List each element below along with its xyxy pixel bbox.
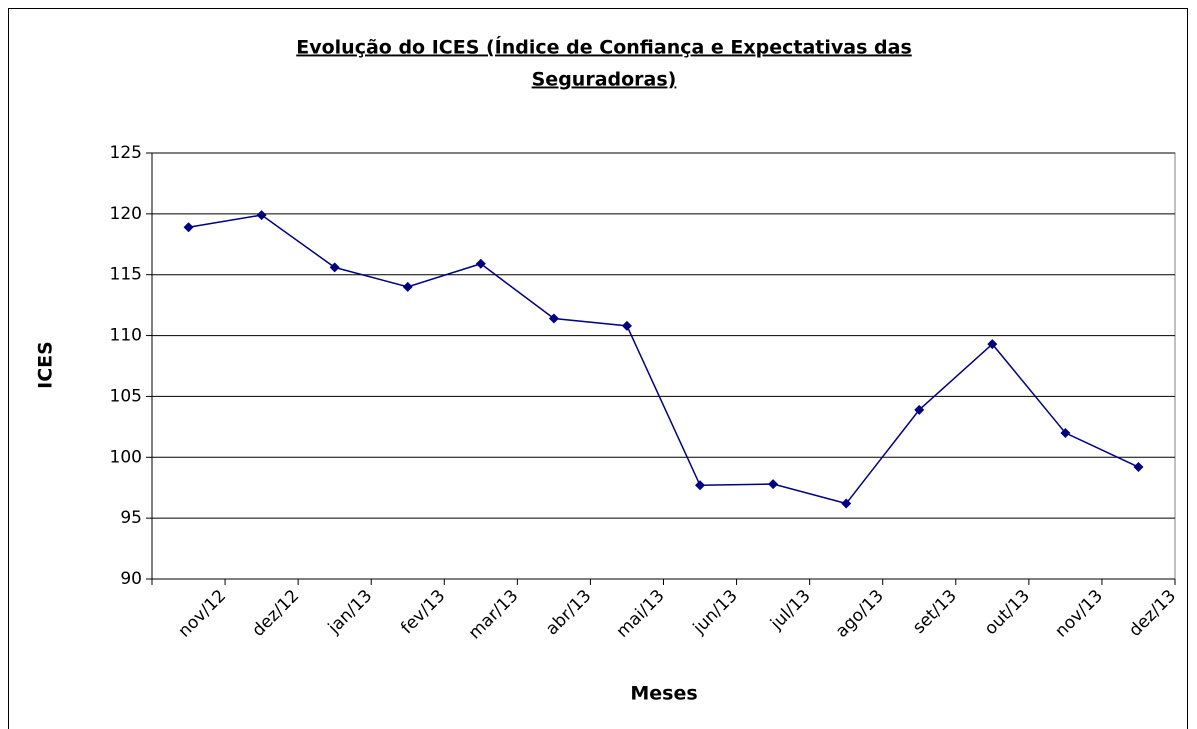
marker: [695, 480, 706, 491]
chart-title: Evolução do ICES (Índice de Confiança e …: [296, 36, 912, 59]
chart-title: Seguradoras): [532, 69, 677, 91]
y-axis-title: ICES: [35, 341, 57, 389]
y-tick-label: 100: [110, 447, 142, 467]
y-tick-label: 115: [110, 265, 142, 285]
marker: [475, 258, 486, 269]
marker: [183, 222, 194, 233]
data-line: [188, 214, 1139, 505]
marker: [548, 313, 559, 324]
y-tick-label: 105: [110, 386, 142, 406]
y-tick-label: 110: [110, 326, 142, 346]
marker: [329, 262, 340, 273]
marker: [987, 339, 998, 350]
marker: [1060, 427, 1071, 438]
marker: [621, 320, 632, 331]
y-tick-label: 125: [110, 143, 142, 163]
marker: [768, 479, 779, 490]
x-axis-title: Meses: [630, 683, 697, 705]
marker: [402, 281, 413, 292]
marker: [256, 210, 267, 221]
marker: [914, 404, 925, 415]
y-tick-label: 95: [120, 508, 142, 528]
marker: [1133, 462, 1144, 473]
y-tick-label: 90: [120, 569, 142, 589]
y-tick-label: 120: [110, 204, 142, 224]
chart-frame: [8, 8, 1188, 729]
marker: [841, 498, 852, 509]
